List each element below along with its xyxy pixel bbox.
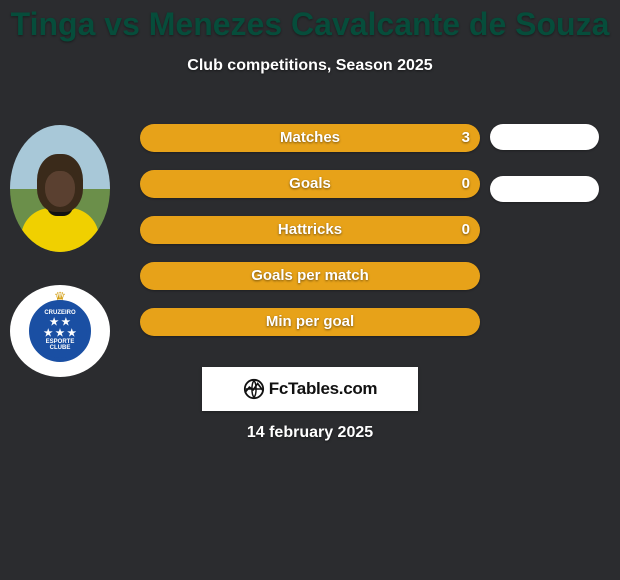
opponent-pills xyxy=(490,124,610,228)
stat-bar: Min per goal xyxy=(140,308,480,336)
stat-bar-value: 3 xyxy=(462,124,470,152)
stat-bar: Goals0 xyxy=(140,170,480,198)
opponent-pill xyxy=(490,176,599,202)
stat-bar-value: 0 xyxy=(462,216,470,244)
stat-bar: Matches3 xyxy=(140,124,480,152)
fctables-logo-icon xyxy=(243,378,265,400)
stat-bar-value: 0 xyxy=(462,170,470,198)
opponent-pill xyxy=(490,124,599,150)
stat-bar-label: Goals xyxy=(140,170,480,198)
subtitle: Club competitions, Season 2025 xyxy=(0,57,620,75)
player2-club-crest: ♛ CRUZEIRO★ ★★ ★ ★ESPORTECLUBE xyxy=(10,285,110,377)
stat-bar-label: Hattricks xyxy=(140,216,480,244)
comparison-infographic: Tinga vs Menezes Cavalcante de Souza Clu… xyxy=(0,0,620,580)
avatars-column: ♛ CRUZEIRO★ ★★ ★ ★ESPORTECLUBE xyxy=(10,125,110,377)
player1-avatar xyxy=(10,125,110,252)
stat-bar: Hattricks0 xyxy=(140,216,480,244)
brand-box[interactable]: FcTables.com xyxy=(202,367,418,411)
stat-bar-label: Goals per match xyxy=(140,262,480,290)
stat-bar-label: Matches xyxy=(140,124,480,152)
page-title: Tinga vs Menezes Cavalcante de Souza xyxy=(0,0,620,43)
crest-text: CRUZEIRO★ ★★ ★ ★ESPORTECLUBE xyxy=(44,310,76,352)
brand-label: FcTables.com xyxy=(269,379,378,399)
stat-bar-label: Min per goal xyxy=(140,308,480,336)
stat-bar: Goals per match xyxy=(140,262,480,290)
stat-bars: Matches3Goals0Hattricks0Goals per matchM… xyxy=(140,124,480,354)
date-label: 14 february 2025 xyxy=(0,424,620,442)
